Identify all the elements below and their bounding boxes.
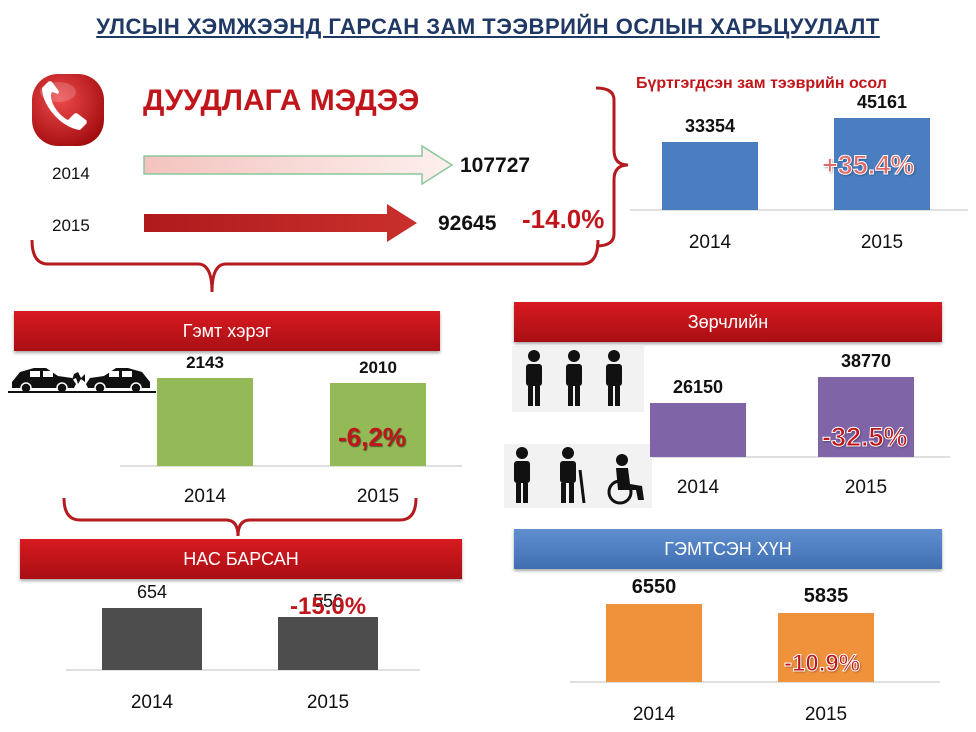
- violation-value-2015: 38770: [840, 351, 892, 371]
- injured-year-2014: 2014: [632, 704, 676, 725]
- calls-year-2014: 2014: [52, 164, 90, 183]
- arrow-2015-icon: [144, 204, 417, 242]
- injured-value-2014: 6550: [631, 576, 677, 598]
- bottom-brace: [30, 239, 600, 293]
- registered-bar-2015: [834, 118, 930, 210]
- violation-bar-2014: [650, 403, 746, 457]
- injured-banner: ГЭМТСЭН ХҮН: [514, 529, 942, 569]
- crime-banner: Гэмт хэрэг: [14, 311, 440, 351]
- violation-year-2014: 2014: [676, 477, 720, 498]
- crime-value-2015: 2010: [359, 358, 397, 378]
- violation-year-2015: 2015: [844, 477, 888, 498]
- deaths-value-2014: 654: [136, 582, 168, 602]
- people-icon: [512, 346, 644, 412]
- injured-value-2015: 5835: [803, 584, 849, 607]
- arrow-2014-icon: [143, 144, 454, 186]
- injured-change: -10.9%: [783, 650, 861, 678]
- page-title: УЛСЫН ХЭМЖЭЭНД ГАРСАН ЗАМ ТЭЭВРИЙН ОСЛЫН…: [96, 14, 880, 39]
- crime-value-2014: 2143: [186, 353, 224, 372]
- lower-brace: [62, 497, 418, 537]
- calls-change: -14.0%: [522, 204, 605, 234]
- deaths-banner: НАС БАРСАН: [20, 539, 462, 579]
- deaths-change: -15.0%: [290, 593, 367, 620]
- crime-bar-2015: [330, 383, 426, 466]
- registered-year-2015: 2015: [860, 232, 904, 253]
- violation-value-2014: 26150: [672, 377, 724, 398]
- right-brace: [595, 86, 629, 248]
- registered-value-2015: 45161: [856, 92, 908, 112]
- calls-value-2015: 92645: [438, 212, 497, 235]
- registered-value-2014: 33354: [684, 116, 736, 137]
- registered-title: Бүртгэгдсэн зам тээврийн осол: [636, 75, 887, 92]
- violation-bar-2015: [818, 377, 914, 457]
- deaths-value-2015: 556: [312, 591, 344, 612]
- crime-bar-2014: [157, 378, 253, 466]
- injured-year-2015: 2015: [804, 704, 848, 725]
- injured-people-icon: [504, 444, 652, 508]
- deaths-year-2015: 2015: [306, 692, 350, 713]
- crime-year-2015: 2015: [356, 486, 400, 507]
- injured-bar-2015: [778, 612, 874, 682]
- crime-year-2014: 2014: [183, 486, 227, 507]
- car-crash-icon: [8, 361, 156, 395]
- phone-icon: [32, 74, 104, 146]
- crime-change: -6,2%: [338, 422, 406, 452]
- registered-bar-2014: [662, 142, 758, 210]
- deaths-bar-2015: [278, 617, 378, 670]
- deaths-year-2014: 2014: [130, 692, 174, 713]
- injured-bar-2014: [606, 604, 702, 682]
- deaths-bar-2014: [102, 608, 202, 670]
- violation-change: -32.5%: [822, 422, 909, 453]
- calls-year-2015: 2015: [52, 216, 90, 235]
- registered-year-2014: 2014: [688, 232, 732, 253]
- violation-banner: Зөрчлийн: [514, 302, 942, 342]
- calls-title: ДУУДЛАГА МЭДЭЭ: [143, 84, 420, 117]
- registered-change: +35.4%: [821, 150, 915, 181]
- calls-value-2014: 107727: [460, 154, 531, 177]
